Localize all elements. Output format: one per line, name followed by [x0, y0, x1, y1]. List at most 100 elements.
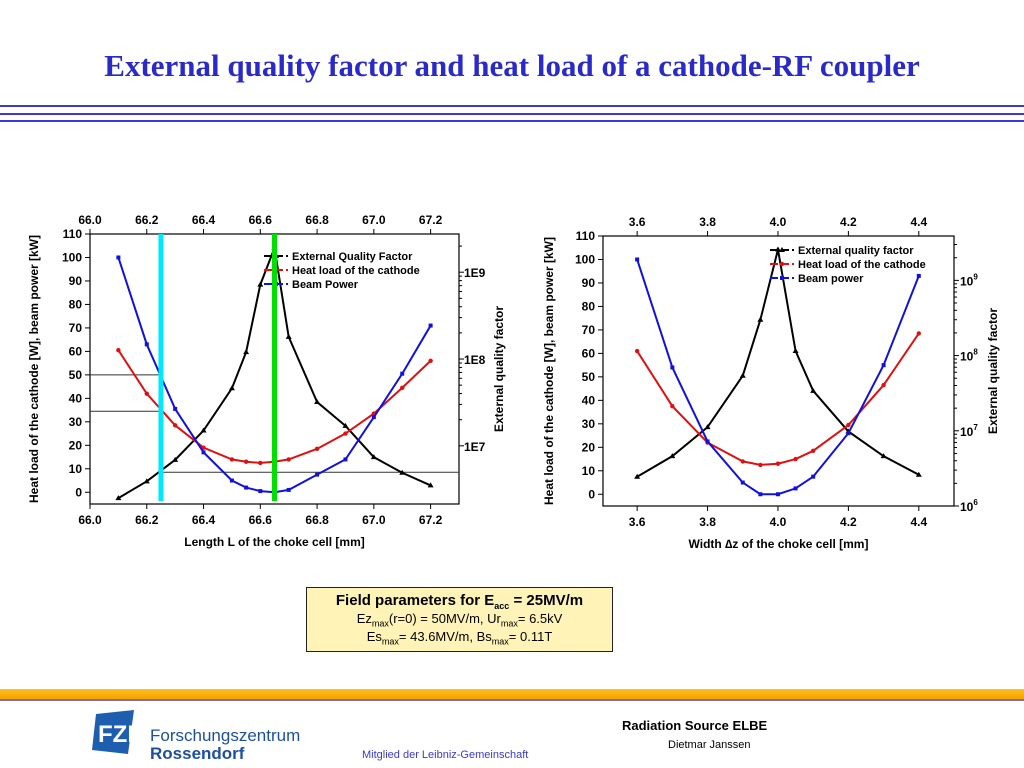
- data-point: [201, 445, 206, 450]
- y-tick-label: 10: [582, 464, 596, 478]
- x-axis-title: Length L of the choke cell [mm]: [184, 535, 364, 549]
- data-point: [916, 273, 921, 278]
- y-tick-label: 90: [582, 276, 596, 290]
- y2-tick-label: 1E9: [464, 266, 486, 280]
- x-top-tick-label: 66.2: [135, 213, 159, 227]
- x-top-tick-label: 3.6: [629, 215, 646, 229]
- y-tick-label: 110: [63, 227, 83, 241]
- legend-label: Heat load of the cathode: [292, 265, 420, 277]
- series-line-2: [636, 259, 920, 496]
- data-point: [757, 316, 764, 322]
- data-point: [670, 365, 675, 370]
- x-top-tick-label: 66.6: [249, 213, 273, 227]
- x-top-tick-label: 67.2: [419, 213, 443, 227]
- data-point: [915, 471, 922, 477]
- y-tick-label: 20: [69, 438, 83, 452]
- y-tick-label: 80: [582, 299, 596, 313]
- legend-label: Beam power: [798, 273, 864, 285]
- data-point: [371, 415, 376, 420]
- data-point: [775, 492, 780, 497]
- data-point: [670, 404, 675, 409]
- legend-label: External Quality Factor: [292, 251, 413, 263]
- field-parameters-box: Field parameters for Eacc = 25MV/m Ezmax…: [306, 587, 613, 652]
- y2-axis-title: External quality factor: [492, 306, 506, 432]
- x-top-tick-label: 66.8: [305, 213, 329, 227]
- data-point: [758, 492, 763, 497]
- data-point: [704, 424, 711, 430]
- data-point: [758, 462, 763, 468]
- data-point: [811, 474, 816, 479]
- x-tick-label: 66.4: [192, 513, 216, 527]
- data-point: [228, 385, 235, 391]
- y-axis-title: Heat load of the cathode [W], beam power…: [27, 235, 41, 503]
- y-tick-label: 60: [582, 346, 596, 360]
- field-line-2: Esmax= 43.6MV/m, Bsmax= 0.11T: [366, 628, 553, 647]
- y-tick-label: 70: [582, 323, 596, 337]
- data-point: [286, 487, 291, 492]
- data-point: [880, 453, 887, 459]
- data-point: [172, 423, 178, 428]
- data-point: [115, 495, 122, 501]
- x-tick-label: 66.0: [78, 513, 102, 527]
- org-name: Forschungszentrum Rossendorf: [150, 727, 300, 763]
- plot-frame: [602, 235, 955, 507]
- data-point: [201, 450, 206, 455]
- data-point: [428, 358, 433, 363]
- data-point: [244, 485, 249, 490]
- data-point: [258, 460, 263, 466]
- data-point: [635, 257, 640, 262]
- legend-label: Beam Power: [292, 279, 359, 291]
- series-line-1: [117, 349, 432, 464]
- y-tick-label: 40: [582, 393, 596, 407]
- footer-bar: [0, 689, 1024, 701]
- data-point: [810, 448, 816, 454]
- data-point: [881, 382, 886, 388]
- x-tick-label: 66.6: [249, 513, 273, 527]
- x-axis-title: Width ∆z of the choke cell [mm]: [689, 537, 869, 551]
- data-point: [315, 472, 320, 477]
- x-top-tick-label: 66.4: [192, 213, 216, 227]
- data-point: [229, 457, 235, 462]
- data-point: [793, 486, 798, 491]
- x-tick-label: 3.6: [629, 515, 646, 529]
- data-point: [116, 255, 121, 260]
- title-divider: [0, 105, 1024, 107]
- data-point: [286, 457, 291, 462]
- data-point: [881, 363, 886, 368]
- y2-tick-label: 107: [960, 423, 978, 439]
- y-tick-label: 10: [69, 462, 83, 476]
- data-point: [285, 333, 292, 339]
- y-tick-label: 90: [69, 274, 83, 288]
- series-line-0: [117, 244, 432, 499]
- x-top-tick-label: 67.0: [362, 213, 386, 227]
- data-point: [314, 446, 320, 452]
- data-point: [740, 480, 745, 485]
- y-tick-label: 20: [582, 440, 596, 454]
- y2-tick-label: 1E8: [464, 353, 486, 367]
- data-point: [669, 453, 676, 459]
- data-point: [916, 331, 921, 336]
- x-top-tick-label: 4.0: [770, 215, 787, 229]
- data-point: [314, 398, 321, 404]
- data-point: [370, 454, 377, 460]
- data-point: [116, 348, 121, 353]
- data-point: [229, 478, 234, 483]
- y-tick-label: 30: [69, 415, 83, 429]
- legend-label: External quality factor: [798, 245, 914, 257]
- y2-tick-label: 106: [960, 498, 978, 514]
- legend-marker: [779, 261, 785, 267]
- data-point: [173, 406, 178, 411]
- data-point: [399, 469, 406, 475]
- data-point: [258, 489, 263, 494]
- y-tick-label: 40: [69, 391, 83, 405]
- data-point: [343, 431, 348, 436]
- data-point: [343, 457, 348, 462]
- y-tick-label: 0: [588, 487, 595, 501]
- x-top-tick-label: 66.0: [78, 213, 102, 227]
- data-point: [144, 342, 149, 347]
- x-top-tick-label: 3.8: [699, 215, 716, 229]
- series-line-1: [636, 332, 920, 466]
- y-tick-label: 0: [75, 485, 82, 499]
- y-tick-label: 80: [69, 297, 83, 311]
